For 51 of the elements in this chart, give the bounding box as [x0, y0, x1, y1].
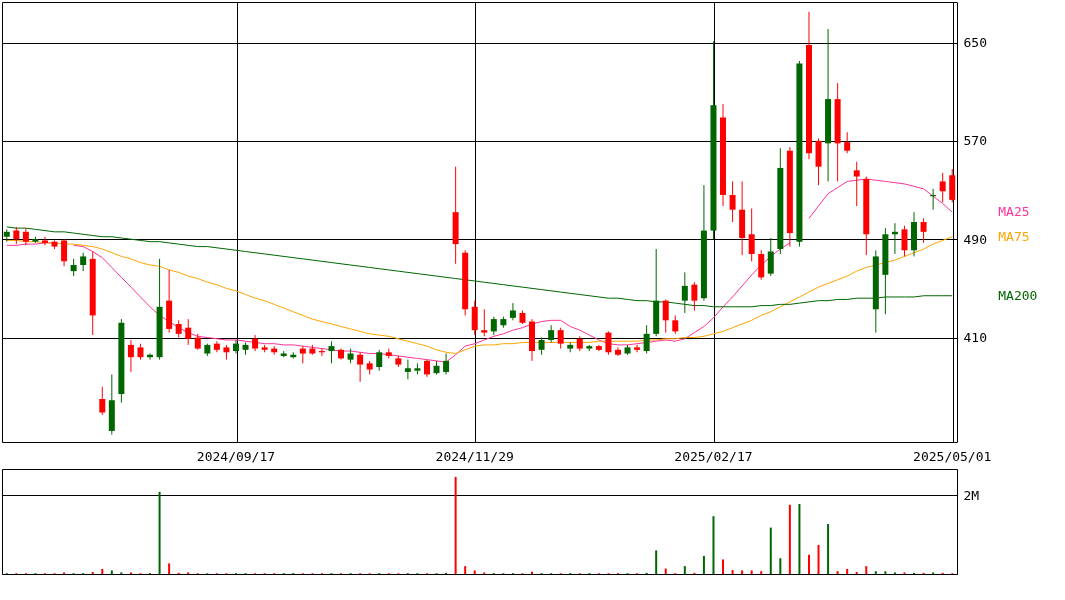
y-tick-label: 490 — [963, 231, 987, 247]
candlestick — [395, 355, 402, 368]
text: MA75 — [998, 228, 1030, 244]
y-tick-label: 2M — [963, 487, 980, 503]
bar — [865, 566, 868, 574]
bar — [817, 544, 820, 574]
bar — [750, 570, 753, 574]
x-tick-label: 2024/11/29 — [435, 448, 514, 464]
bar — [664, 568, 667, 574]
bar — [683, 566, 686, 574]
bar — [827, 524, 830, 574]
candlestick — [624, 344, 631, 356]
candlestick — [567, 341, 574, 353]
candlestick — [261, 344, 268, 353]
text: MA200 — [998, 287, 1038, 303]
candlestick — [32, 236, 39, 244]
bar — [788, 504, 791, 574]
candlestick — [481, 308, 488, 337]
bar — [798, 504, 801, 574]
bar — [110, 570, 113, 574]
bar — [884, 571, 887, 574]
bar — [760, 571, 763, 574]
bar — [712, 516, 715, 574]
x-tick-label: 2025/02/17 — [674, 448, 753, 464]
bar — [779, 558, 782, 574]
bar — [846, 568, 849, 574]
bar — [473, 570, 476, 574]
bar — [722, 559, 725, 574]
bar — [454, 476, 457, 574]
bar — [168, 563, 171, 574]
bar — [464, 566, 467, 574]
bar — [158, 491, 161, 574]
y-tick-label: 410 — [963, 330, 987, 346]
candlestick — [414, 362, 421, 375]
bar — [836, 571, 839, 574]
bar — [731, 570, 734, 574]
bar — [101, 568, 104, 574]
x-tick-label: 2025/05/01 — [913, 448, 992, 464]
candlestick — [385, 348, 392, 359]
candlestick — [586, 344, 593, 352]
text: MA25 — [998, 204, 1030, 220]
bar — [741, 570, 744, 574]
x-tick-label: 2024/09/17 — [196, 448, 276, 464]
y-tick-label: 570 — [963, 133, 987, 149]
candlestick — [853, 161, 860, 207]
bar — [807, 554, 810, 574]
bar — [702, 555, 705, 574]
bar — [655, 550, 658, 574]
bar — [874, 571, 877, 574]
bar — [769, 527, 772, 574]
y-tick-label: 650 — [963, 35, 987, 51]
